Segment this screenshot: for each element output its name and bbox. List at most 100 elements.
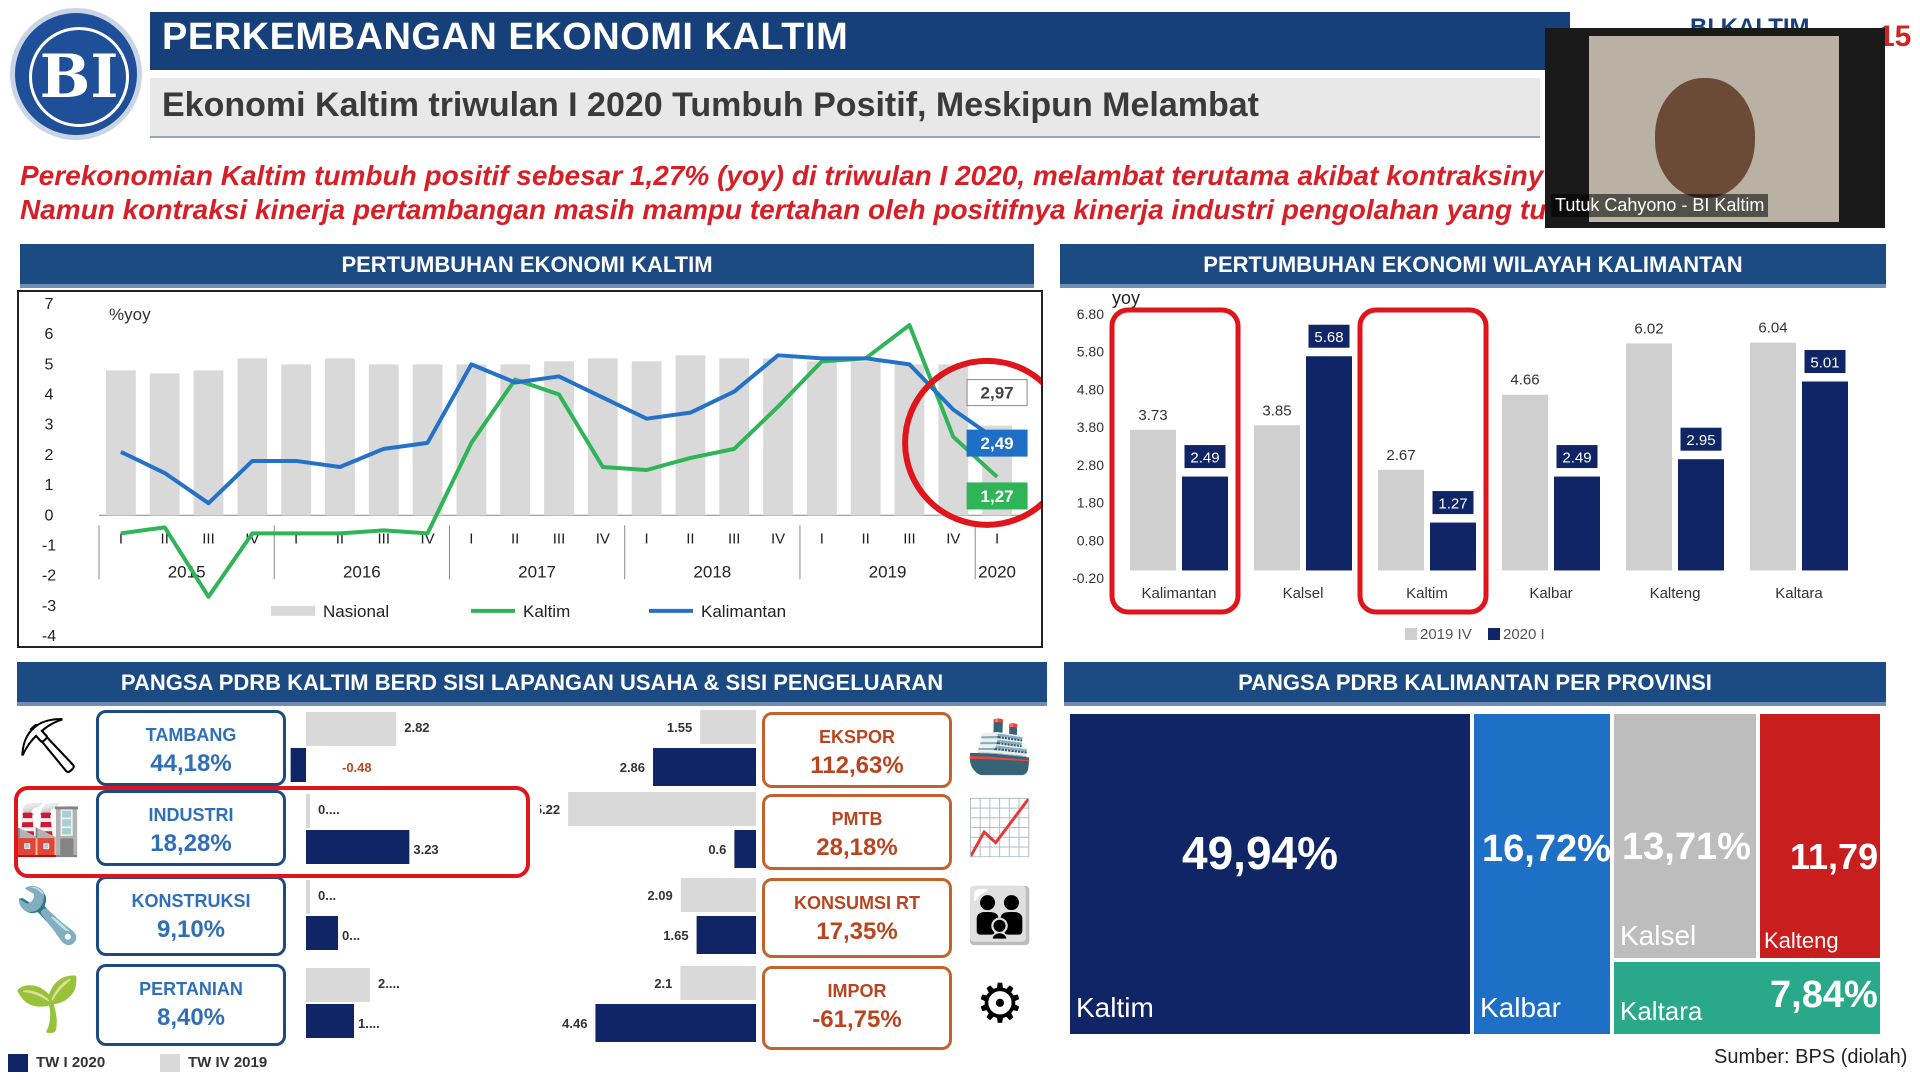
bar-label-tw1-2020: 0.6 <box>708 842 726 857</box>
y-tick-label: 5.80 <box>1077 344 1104 360</box>
bar-tw1-2020 <box>290 748 306 782</box>
bar-label-tw1-2020: 4.46 <box>562 1016 587 1031</box>
construction-icon: 🔧 <box>14 886 82 946</box>
bar-2020-i <box>1678 459 1724 571</box>
legend-label: Kalimantan <box>701 602 786 621</box>
treemap-cell-kalsel: 13,71% Kalsel <box>1612 712 1758 960</box>
participant-video[interactable]: Tutuk Cahyono - BI Kaltim <box>1545 28 1885 228</box>
data-label-2019-iv: 3.85 <box>1262 402 1291 419</box>
bar-tw1-2020 <box>696 916 756 954</box>
treemap-value: 49,94% <box>1182 827 1339 879</box>
expenditure-label: KONSUMSI RT <box>794 893 920 913</box>
bar-tw1-2020 <box>306 830 410 864</box>
treemap-cell-kalteng: 11,79 Kalteng <box>1758 712 1882 960</box>
data-label-2019-iv: 2.67 <box>1386 447 1415 464</box>
sector-box-konstruksi: KONSTRUKSI 9,10% <box>96 876 286 956</box>
bar-label-tw4-2019: 2.... <box>378 976 400 991</box>
subtitle-bar <box>150 78 1540 138</box>
region-chart-frame: yoy 6.80 5.80 4.80 3.80 2.80 1.80 0.80 -0.20 3.73… <box>1060 288 1890 650</box>
treemap-name: Kaltara <box>1620 996 1703 1026</box>
legend-swatch <box>271 605 315 616</box>
y-axis-label: yoy <box>1112 290 1140 308</box>
expenditure-label: PMTB <box>831 809 883 829</box>
expenditure-label: IMPOR <box>827 981 887 1001</box>
bar-tw4-2019 <box>306 794 310 828</box>
province-treemap: 49,94% Kaltim 16,72% Kalbar 13,71% Kalse… <box>1068 712 1882 1036</box>
treemap-name: Kalbar <box>1480 992 1561 1023</box>
bar-nasional <box>631 361 662 516</box>
y-axis-label: %yoy <box>109 305 151 324</box>
sector-label: KONSTRUKSI <box>131 891 251 911</box>
data-label-bg <box>1555 444 1599 470</box>
quarter-tick-label: IV <box>946 530 960 547</box>
province-section-title: PANGSA PDRB KALIMANTAN PER PROVINSI <box>1064 662 1886 706</box>
bar-nasional <box>237 358 268 516</box>
bar-label-tw1-2020: 2.86 <box>620 760 645 775</box>
growth-chart-frame: 7 6 5 4 3 2 1 0 -1 -2 -3 -4 %yoy I II III IV I II III IV I II I… <box>17 290 1073 648</box>
bar-label-tw4-2019: 0... <box>318 888 336 903</box>
y-tick-label: 3.80 <box>1077 419 1104 435</box>
bar-label-tw4-2019: 2.82 <box>404 720 429 735</box>
sector-box-tambang: TAMBANG 44,18% <box>96 710 286 786</box>
bar-label-tw1-2020: -0.48 <box>342 760 372 775</box>
bar-label-tw4-2019: 2.1 <box>654 976 672 991</box>
value-callout-label: 1,27 <box>981 487 1014 506</box>
participant-avatar <box>1655 78 1755 198</box>
category-label: Kalbar <box>1529 585 1572 602</box>
data-label-2020-i: 1.27 <box>1438 496 1467 513</box>
treemap-cell-kaltara: 7,84% Kaltara <box>1612 960 1882 1036</box>
quarter-tick-label: I <box>469 530 473 547</box>
expenditure-label: EKSPOR <box>818 727 896 747</box>
bar-tw1-2020 <box>653 748 756 786</box>
legend-label: 2019 IV <box>1420 626 1472 643</box>
page-title: PERKEMBANGAN EKONOMI KALTIM <box>162 16 849 58</box>
bar-nasional <box>500 364 531 516</box>
bar-nasional <box>106 370 136 516</box>
legend-label: Kaltim <box>523 602 570 621</box>
import-gear-icon: ⚙ <box>975 974 1025 1034</box>
quarter-tick-label: I <box>995 530 999 547</box>
bar-2020-i <box>1554 476 1600 571</box>
quarter-tick-label: III <box>378 530 391 547</box>
y-tick-label: 1 <box>45 477 54 494</box>
category-label: Kalteng <box>1650 585 1701 602</box>
bar-nasional <box>938 364 969 516</box>
treemap-value: 11,79 <box>1790 836 1879 877</box>
value-callout <box>966 429 1028 457</box>
bar-2019-iv <box>1254 425 1300 571</box>
legend-swatch <box>1405 628 1417 640</box>
bar-label-tw1-2020: 3.23 <box>413 842 438 857</box>
bar-2020-i <box>1182 476 1228 571</box>
treemap-value: 16,72% <box>1482 828 1611 870</box>
investment-growth-icon: 📈 <box>966 798 1034 858</box>
quarter-tick-label: II <box>161 530 169 547</box>
bar-label-tw1-2020: 1.... <box>358 1016 380 1031</box>
treemap-name: Kalteng <box>1764 928 1839 953</box>
data-label-2020-i: 5.01 <box>1810 355 1839 372</box>
bar-tw4-2019 <box>306 880 310 914</box>
year-label: 2016 <box>343 562 381 581</box>
data-label-2020-i: 2.95 <box>1686 432 1715 449</box>
bank-indonesia-logo: BI <box>10 8 142 140</box>
treemap-value: 13,71% <box>1622 826 1751 868</box>
legend-label: Nasional <box>323 602 389 621</box>
sector-label: INDUSTRI <box>148 805 234 825</box>
quarter-tick-label: IV <box>596 530 610 547</box>
expenditure-box-ekspor: EKSPOR 112,63% <box>762 712 952 788</box>
y-tick-label: 3 <box>45 417 54 434</box>
participant-name: Tutuk Cahyono - BI Kaltim <box>1551 194 1769 217</box>
highlight-box <box>1357 307 1489 615</box>
sector-share: 44,18% <box>150 750 232 777</box>
bar-nasional <box>806 361 837 516</box>
y-tick-label: 2.80 <box>1077 457 1104 473</box>
bar-tw1-2020 <box>306 1004 354 1038</box>
category-label: Kaltara <box>1775 585 1823 602</box>
bar-tw4-2019 <box>680 878 756 912</box>
treemap-cell-kalbar: 16,72% Kalbar <box>1472 712 1612 1036</box>
bar-nasional <box>763 358 793 516</box>
region-section-title: PERTUMBUHAN EKONOMI WILAYAH KALIMANTAN <box>1060 244 1886 288</box>
mining-icon: ⛏ <box>13 716 83 776</box>
bar-label-tw1-2020: 1.65 <box>663 928 688 943</box>
value-callout <box>966 379 1028 407</box>
